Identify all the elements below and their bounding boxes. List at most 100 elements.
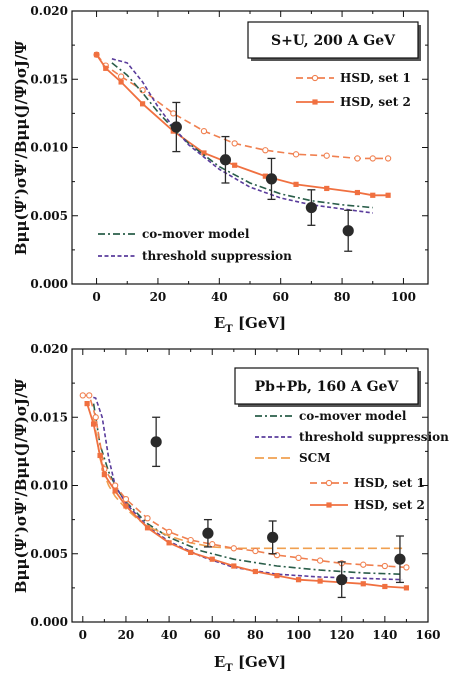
y-tick-label: 0.015 — [30, 410, 68, 424]
series-point — [139, 101, 146, 107]
series-point — [403, 585, 410, 591]
series-point — [122, 495, 130, 503]
legend-label: threshold suppression — [142, 249, 292, 263]
series-point — [170, 110, 177, 117]
y-tick-label: 0.000 — [30, 277, 68, 291]
series-point — [97, 452, 103, 459]
y-tick-label: 0.005 — [30, 547, 68, 561]
data-point — [336, 574, 348, 586]
series-point — [381, 562, 388, 570]
legend-marker — [325, 479, 333, 487]
series-point — [316, 557, 324, 564]
y-tick-label: 0.010 — [30, 141, 68, 155]
series-point — [354, 155, 361, 162]
series-line — [86, 394, 403, 581]
x-tick-label: 100 — [286, 628, 311, 642]
series-point — [295, 577, 302, 583]
x-tick-label: 40 — [161, 628, 178, 642]
series-point — [231, 140, 238, 147]
series-point — [231, 563, 237, 569]
series-point — [166, 540, 172, 546]
legend-label: SCM — [299, 451, 331, 465]
series-point — [117, 73, 125, 80]
series-threshold-suppression — [86, 394, 403, 581]
x-tick-label: 60 — [204, 628, 221, 642]
series-point — [324, 185, 330, 192]
x-tick-label: 0 — [92, 290, 100, 304]
series-point — [382, 583, 388, 590]
series-point — [384, 155, 392, 162]
series-scm — [92, 417, 403, 550]
series-point — [144, 525, 151, 531]
legend-entry: co-mover model — [98, 227, 250, 241]
series-point — [165, 528, 173, 536]
data-point — [305, 201, 317, 214]
series-point — [262, 173, 268, 179]
series-point — [118, 79, 124, 85]
series-point — [370, 192, 376, 198]
series-point — [385, 192, 391, 198]
y-tick-label: 0.020 — [30, 4, 68, 18]
legend-entry: threshold suppression — [255, 430, 449, 444]
series-point — [252, 547, 259, 555]
legend-entry: HSD, set 1 — [310, 476, 425, 490]
series-point — [144, 515, 151, 522]
x-tick-label: 80 — [334, 290, 351, 304]
x-tick-label: 120 — [329, 628, 354, 642]
chart-panel-1: 0 20 40 60 80 100 0.000 0.005 0.010 0.015 0.020 S+U… — [12, 4, 429, 335]
y-axis-label: Bμμ(Ψ')σΨ'/Bμμ(J/Ψ)σJ/Ψ — [12, 41, 30, 256]
series-point — [274, 572, 280, 579]
x-axis-label-main: E — [214, 653, 225, 671]
x-axis-label-sub: T — [225, 324, 233, 335]
x-axis-label-main: E — [214, 314, 225, 332]
series-point — [200, 127, 208, 135]
x-axis-label: ET [GeV] — [214, 314, 286, 335]
x-tick-label: 20 — [150, 290, 167, 304]
data-point — [342, 225, 354, 237]
legend-entry: threshold suppression — [98, 249, 292, 263]
series-point — [84, 401, 90, 407]
y-tick-label: 0.020 — [30, 342, 68, 356]
x-tick-label: 140 — [372, 628, 397, 642]
series-point — [323, 152, 330, 159]
series-point — [188, 549, 194, 555]
series-point — [360, 561, 367, 568]
data-point — [150, 436, 162, 448]
series-line — [92, 403, 403, 575]
title-box — [247, 21, 419, 59]
y-tick-label: 0.015 — [30, 72, 68, 86]
series-point — [360, 581, 366, 587]
title-box — [234, 367, 419, 405]
series-point — [292, 151, 300, 158]
y-axis-label: Bμμ(Ψ')σΨ'/Bμμ(J/Ψ)σJ/Ψ — [12, 379, 30, 594]
series-line — [111, 62, 373, 209]
legend-label: co-mover model — [299, 409, 407, 423]
series-point — [230, 545, 237, 552]
legend-label: HSD, set 2 — [340, 95, 411, 109]
legend-entry: HSD, set 2 — [296, 95, 411, 109]
data-point — [265, 173, 278, 185]
series-point — [293, 181, 299, 187]
series-point — [262, 147, 269, 154]
legend-entry: HSD, set 2 — [310, 498, 425, 512]
series-point — [92, 414, 99, 421]
chart-title: S+U, 200 A GeV — [271, 33, 396, 49]
series-point — [187, 536, 194, 544]
series-point — [369, 155, 376, 162]
series-point — [86, 392, 93, 399]
series-point — [79, 392, 86, 399]
series-line — [92, 417, 403, 550]
x-axis-label: ET [GeV] — [214, 653, 286, 674]
series-point — [354, 189, 361, 196]
legend-label: threshold suppression — [299, 430, 449, 444]
series-point — [123, 503, 129, 509]
data-point — [219, 154, 232, 166]
legend-label: HSD, set 1 — [354, 476, 425, 490]
series-point — [93, 52, 100, 58]
chart-title: Pb+Pb, 160 A GeV — [255, 379, 400, 395]
series-co-mover-model — [111, 62, 373, 209]
x-tick-label: 100 — [391, 290, 416, 304]
y-tick-label: 0.010 — [30, 479, 68, 493]
series-point — [317, 578, 323, 584]
